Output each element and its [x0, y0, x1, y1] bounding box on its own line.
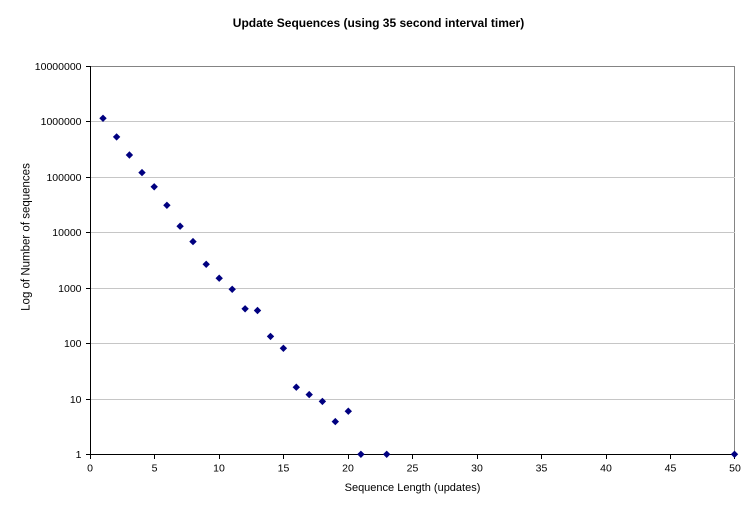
- svg-text:1000: 1000: [58, 283, 82, 295]
- svg-text:100: 100: [64, 338, 82, 350]
- svg-text:Update Sequences (using 35 sec: Update Sequences (using 35 second interv…: [233, 16, 524, 30]
- svg-text:5: 5: [152, 463, 158, 475]
- svg-text:35: 35: [536, 463, 548, 475]
- svg-text:10000000: 10000000: [35, 61, 82, 73]
- svg-text:20: 20: [342, 463, 354, 475]
- svg-text:30: 30: [471, 463, 483, 475]
- svg-text:Sequence Length (updates): Sequence Length (updates): [345, 482, 481, 494]
- svg-text:10000: 10000: [52, 227, 81, 239]
- svg-text:45: 45: [665, 463, 677, 475]
- svg-text:10: 10: [70, 394, 82, 406]
- svg-text:25: 25: [407, 463, 419, 475]
- svg-text:100000: 100000: [46, 172, 81, 184]
- svg-text:50: 50: [729, 463, 741, 475]
- svg-text:1: 1: [76, 449, 82, 461]
- svg-text:40: 40: [600, 463, 612, 475]
- svg-text:0: 0: [87, 463, 93, 475]
- svg-text:1000000: 1000000: [41, 116, 82, 128]
- svg-text:15: 15: [278, 463, 290, 475]
- svg-text:Log of Number of sequences: Log of Number of sequences: [21, 163, 33, 311]
- svg-text:10: 10: [213, 463, 225, 475]
